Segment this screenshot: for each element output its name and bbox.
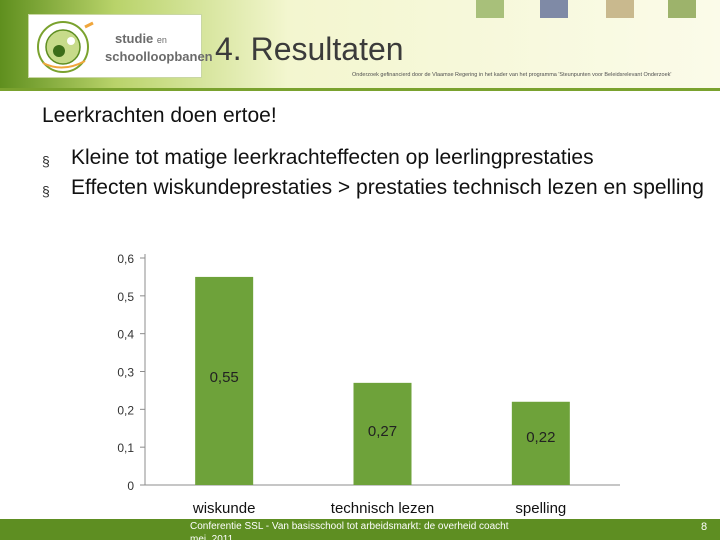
- bar: [353, 382, 412, 485]
- page-number: 8: [701, 521, 708, 533]
- bullet-marker-icon: §: [42, 153, 50, 169]
- header-divider: [0, 88, 720, 91]
- decorative-photo-strip: [540, 0, 568, 18]
- y-tick-label: 0,3: [117, 366, 134, 380]
- bullet-list: § Kleine tot matige leerkrachteffecten o…: [42, 145, 720, 200]
- bar: [195, 276, 254, 485]
- bullet-item: § Effecten wiskundeprestaties > prestati…: [42, 175, 720, 200]
- data-label: 0,55: [210, 369, 239, 386]
- x-tick-label: spelling: [515, 500, 566, 517]
- bullet-item: § Kleine tot matige leerkrachteffecten o…: [42, 145, 720, 170]
- x-tick-label: technisch lezen: [331, 500, 434, 517]
- logo-text-line1: studie en: [115, 31, 167, 46]
- y-tick-label: 0,6: [117, 252, 134, 266]
- decorative-photo-strip: [606, 0, 634, 18]
- slide-title: 4. Resultaten: [215, 31, 404, 67]
- bullet-text: Kleine tot matige leerkrachteffecten op …: [71, 146, 594, 169]
- x-tick-label: wiskunde: [192, 500, 256, 517]
- logo-text-line2: schoolloopbanen: [105, 49, 213, 64]
- y-tick-label: 0: [127, 479, 134, 493]
- bar-chart: 0 0,1 0,2 0,3 0,4 0,5 0,6 0,55 wiskunde 0,27 techn…: [117, 252, 620, 517]
- decorative-photo-strip: [476, 0, 504, 18]
- data-label: 0,22: [526, 429, 555, 446]
- bullet-marker-icon: §: [42, 183, 50, 199]
- footer-bar: Conferentie SSL - Van basisschool tot ar…: [0, 519, 720, 545]
- bullet-text: Effecten wiskundeprestaties > prestaties…: [71, 176, 704, 199]
- y-tick-label: 0,5: [117, 290, 134, 304]
- data-label: 0,27: [368, 423, 397, 440]
- funding-note: Onderzoek gefinancierd door de Vlaamse R…: [352, 72, 672, 78]
- y-tick-label: 0,2: [117, 403, 134, 417]
- content-heading: Leerkrachten doen ertoe!: [42, 104, 277, 127]
- logo: studie en schoolloopbanen: [28, 14, 213, 78]
- logo-ring-icon: [37, 21, 94, 73]
- bar: [511, 401, 570, 485]
- y-tick-label: 0,4: [117, 328, 134, 342]
- y-tick-label: 0,1: [117, 441, 134, 455]
- footer-text: Conferentie SSL - Van basisschool tot ar…: [190, 521, 509, 532]
- decorative-photo-strip: [668, 0, 696, 18]
